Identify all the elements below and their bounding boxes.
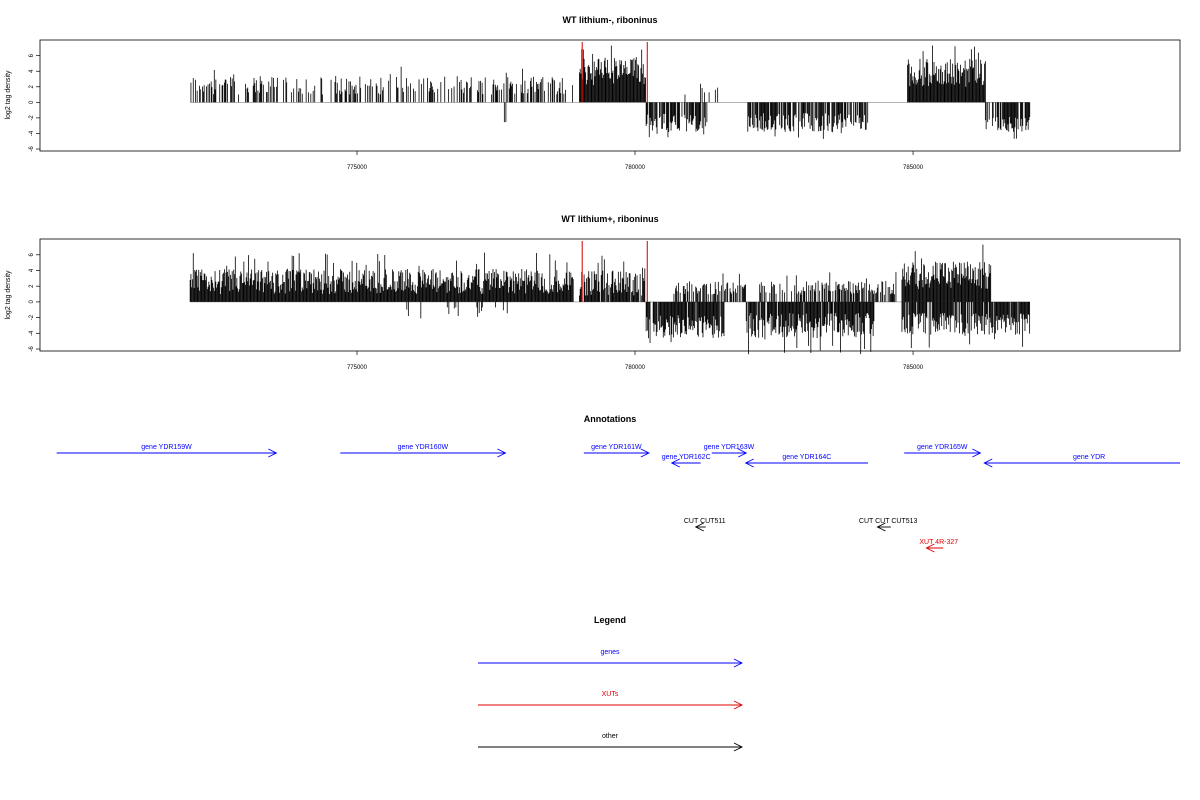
feature-label: CUT CUT511 (684, 518, 726, 525)
y-tick-label: -2 (29, 314, 35, 320)
arrowhead (744, 458, 754, 468)
feature-label: gene YDR161W (591, 444, 642, 451)
feature-label: gene YDR165W (917, 444, 968, 451)
y-tick-label: -4 (29, 130, 35, 136)
panel-title: WT lithium+, riboninus (561, 214, 658, 224)
legend-title: Legend (594, 615, 626, 625)
annotation-feature: gene YDR164C (744, 454, 869, 468)
legend-arrowhead (733, 658, 744, 668)
annotations-panel: Annotations gene YDR159W gene YDR160W gene… (56, 414, 1180, 553)
y-tick-label: 6 (29, 53, 35, 57)
x-tick-label: 780000 (625, 365, 646, 371)
axes: -6 -4 -2 0 2 4 6 775000 780000 785000 (29, 53, 924, 171)
feature-label: gene YDR159W (141, 444, 192, 451)
annotation-feature: gene YDR (983, 454, 1180, 468)
arrowhead (268, 448, 278, 458)
feature-label: CUT CUT CUT513 (859, 518, 918, 525)
x-tick-label: 775000 (347, 165, 368, 171)
arrowhead (972, 448, 982, 458)
panel-lithium-minus: WT lithium-, riboninus -6 -4 -2 0 2 4 6 775000 7… (5, 15, 1181, 171)
annotation-feature: gene YDR161W (583, 444, 650, 458)
y-tick-label: 2 (29, 284, 35, 288)
y-tick-label: 0 (29, 100, 35, 104)
x-tick-label: 785000 (903, 365, 924, 371)
y-tick-label: 4 (29, 268, 35, 272)
x-tick-label: 780000 (625, 165, 646, 171)
y-tick-label: -4 (29, 330, 35, 336)
x-tick-label: 775000 (347, 365, 368, 371)
annotation-feature: gene YDR163W (704, 444, 755, 458)
feature-label: gene YDR160W (398, 444, 449, 451)
annotation-features: gene YDR159W gene YDR160W gene YDR161W gene… (56, 444, 1180, 553)
feature-label: gene YDR (1073, 454, 1105, 461)
legend-item: other (478, 733, 744, 752)
arrowhead (925, 543, 935, 553)
feature-label: gene YDR162C (662, 454, 711, 461)
arrowhead (694, 522, 704, 532)
panel-title: WT lithium-, riboninus (563, 15, 658, 25)
axes: -6 -4 -2 0 2 4 6 775000 780000 785000 (29, 252, 924, 371)
y-tick-label: 2 (29, 84, 35, 88)
annotation-feature: CUT CUT CUT513 (859, 518, 918, 532)
y-tick-label: -6 (29, 346, 35, 352)
plot-frame (39, 238, 1181, 352)
bar-series (189, 241, 1031, 355)
y-tick-label: 6 (29, 252, 35, 256)
y-axis-label: log2 tag density (5, 70, 12, 120)
legend-label: genes (600, 649, 620, 656)
arrowhead (640, 448, 650, 458)
arrowhead (670, 458, 680, 468)
y-axis-label: log2 tag density (5, 270, 12, 320)
legend-item: XUTs (478, 691, 744, 710)
annotation-feature: gene YDR160W (340, 444, 507, 458)
legend-panel: Legend genes XUTs other (478, 615, 744, 752)
annotation-feature: CUT CUT511 (684, 518, 726, 532)
y-tick-label: 4 (29, 69, 35, 73)
x-tick-label: 785000 (903, 165, 924, 171)
panel-lithium-plus: WT lithium+, riboninus -6 -4 -2 0 2 4 6 775000 7… (5, 214, 1181, 371)
feature-label: gene YDR163W (704, 444, 755, 451)
annotation-feature: gene YDR165W (904, 444, 982, 458)
annotation-feature: gene YDR162C (662, 454, 711, 468)
annotations-title: Annotations (584, 414, 637, 424)
legend-label: other (602, 733, 619, 740)
feature-label: XUT 4R-327 (919, 539, 958, 546)
legend-arrowhead (733, 700, 744, 710)
y-tick-label: -2 (29, 115, 35, 121)
y-tick-label: -6 (29, 146, 35, 152)
legend-label: XUTs (602, 691, 619, 698)
legend-items: genes XUTs other (478, 649, 744, 752)
annotation-feature: XUT 4R-327 (919, 539, 958, 553)
legend-item: genes (478, 649, 744, 668)
annotation-feature: gene YDR159W (56, 444, 278, 458)
y-tick-label: 0 (29, 300, 35, 304)
feature-label: gene YDR164C (782, 454, 831, 461)
legend-arrowhead (733, 742, 744, 752)
bar-series (190, 42, 1031, 139)
plot-frame (39, 39, 1181, 152)
arrowhead (983, 458, 993, 468)
arrowhead (738, 448, 748, 458)
arrowhead (876, 522, 886, 532)
arrowhead (497, 448, 507, 458)
